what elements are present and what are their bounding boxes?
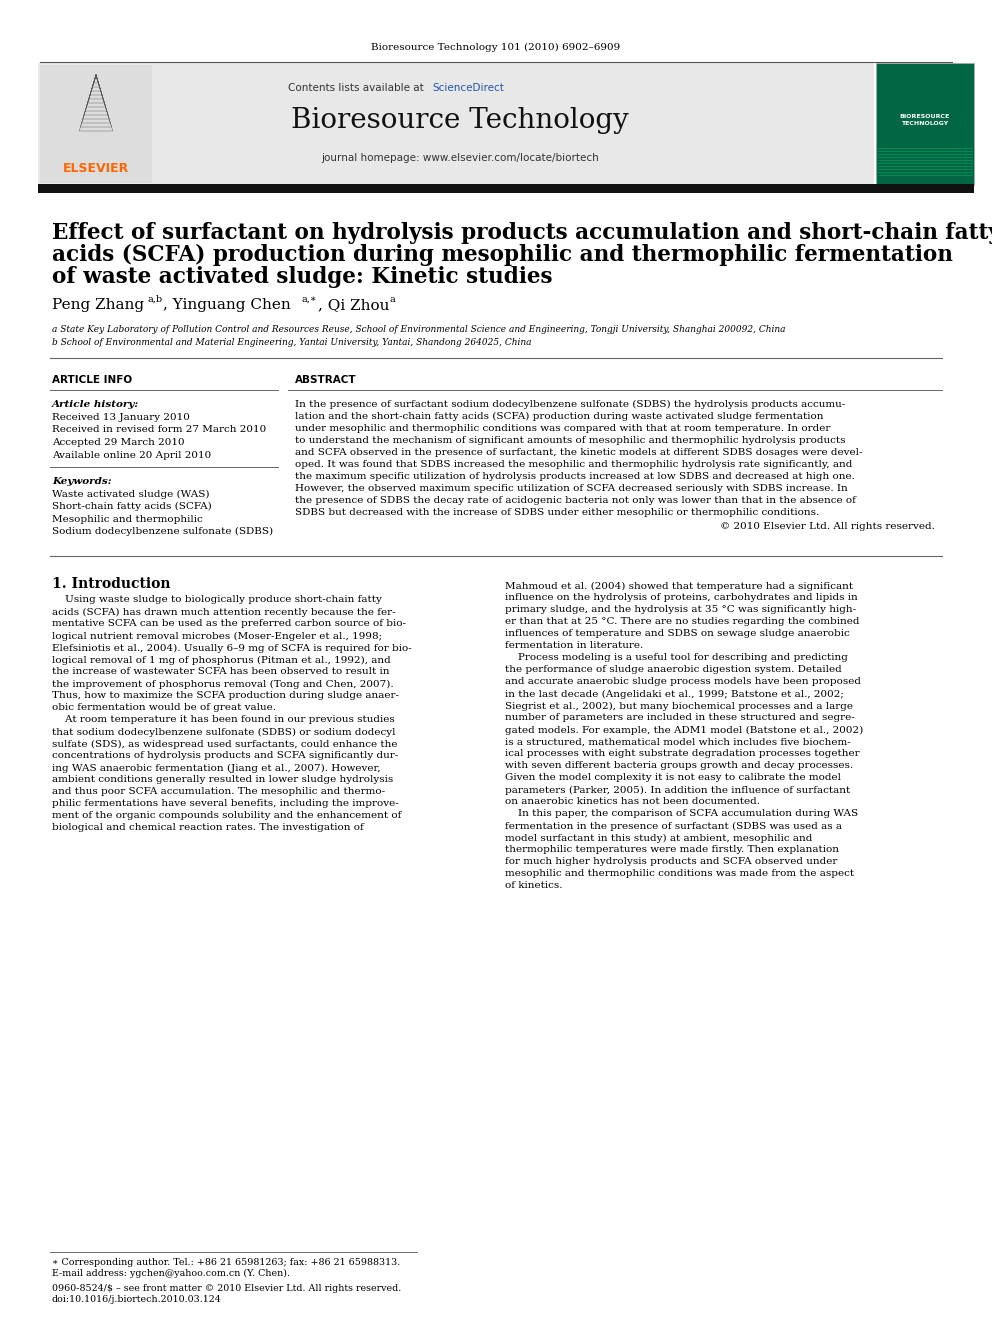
Text: and thus poor SCFA accumulation. The mesophilic and thermo-: and thus poor SCFA accumulation. The mes…	[52, 787, 385, 796]
Text: obic fermentation would be of great value.: obic fermentation would be of great valu…	[52, 704, 276, 713]
Text: Siegrist et al., 2002), but many biochemical processes and a large: Siegrist et al., 2002), but many biochem…	[505, 701, 853, 710]
Text: thermophilic temperatures were made firstly. Then explanation: thermophilic temperatures were made firs…	[505, 845, 839, 855]
Text: ing WAS anaerobic fermentation (Jiang et al., 2007). However,: ing WAS anaerobic fermentation (Jiang et…	[52, 763, 381, 773]
Text: biological and chemical reaction rates. The investigation of: biological and chemical reaction rates. …	[52, 823, 364, 832]
Text: parameters (Parker, 2005). In addition the influence of surfactant: parameters (Parker, 2005). In addition t…	[505, 786, 850, 795]
Text: ScienceDirect: ScienceDirect	[432, 83, 504, 93]
Text: logical removal of 1 mg of phosphorus (Pitman et al., 1992), and: logical removal of 1 mg of phosphorus (P…	[52, 655, 391, 664]
Text: ABSTRACT: ABSTRACT	[295, 374, 357, 385]
Text: Mesophilic and thermophilic: Mesophilic and thermophilic	[52, 515, 202, 524]
Text: oped. It was found that SDBS increased the mesophilic and thermophilic hydrolysi: oped. It was found that SDBS increased t…	[295, 460, 852, 468]
Text: a State Key Laboratory of Pollution Control and Resources Reuse, School of Envir: a State Key Laboratory of Pollution Cont…	[52, 325, 786, 333]
Text: to understand the mechanism of significant amounts of mesophilic and thermophili: to understand the mechanism of significa…	[295, 437, 845, 445]
Text: a,∗: a,∗	[301, 295, 316, 303]
Text: the increase of wastewater SCFA has been observed to result in: the increase of wastewater SCFA has been…	[52, 668, 390, 676]
Text: ambient conditions generally resulted in lower sludge hydrolysis: ambient conditions generally resulted in…	[52, 775, 393, 785]
Text: fermentation in the presence of surfactant (SDBS was used as a: fermentation in the presence of surfacta…	[505, 822, 842, 831]
Text: ical processes with eight substrate degradation processes together: ical processes with eight substrate degr…	[505, 750, 860, 758]
Text: Accepted 29 March 2010: Accepted 29 March 2010	[52, 438, 185, 447]
Text: the maximum specific utilization of hydrolysis products increased at low SDBS an: the maximum specific utilization of hydr…	[295, 472, 855, 482]
Text: Elefsiniotis et al., 2004). Usually 6–9 mg of SCFA is required for bio-: Elefsiniotis et al., 2004). Usually 6–9 …	[52, 643, 412, 652]
Text: mentative SCFA can be used as the preferred carbon source of bio-: mentative SCFA can be used as the prefer…	[52, 619, 406, 628]
Text: 1. Introduction: 1. Introduction	[52, 578, 171, 591]
Text: Given the model complexity it is not easy to calibrate the model: Given the model complexity it is not eas…	[505, 774, 841, 782]
Bar	[876, 64, 974, 185]
Text: Available online 20 April 2010: Available online 20 April 2010	[52, 451, 211, 459]
Text: in the last decade (Angelidaki et al., 1999; Batstone et al., 2002;: in the last decade (Angelidaki et al., 1…	[505, 689, 844, 699]
Text: on anaerobic kinetics has not been documented.: on anaerobic kinetics has not been docum…	[505, 798, 760, 807]
Text: ELSEVIER: ELSEVIER	[62, 161, 129, 175]
Text: Keywords:: Keywords:	[52, 478, 112, 486]
Text: Effect of surfactant on hydrolysis products accumulation and short-chain fatty: Effect of surfactant on hydrolysis produ…	[52, 222, 992, 243]
Text: of waste activated sludge: Kinetic studies: of waste activated sludge: Kinetic studi…	[52, 266, 553, 288]
Text: BIORESOURCE
TECHNOLOGY: BIORESOURCE TECHNOLOGY	[900, 114, 950, 126]
Text: journal homepage: www.elsevier.com/locate/biortech: journal homepage: www.elsevier.com/locat…	[321, 153, 599, 163]
Text: philic fermentations have several benefits, including the improve-: philic fermentations have several benefi…	[52, 799, 399, 808]
Text: , Qi Zhou: , Qi Zhou	[318, 298, 390, 312]
Text: er than that at 25 °C. There are no studies regarding the combined: er than that at 25 °C. There are no stud…	[505, 618, 859, 627]
Text: fermentation in literature.: fermentation in literature.	[505, 642, 643, 651]
Text: ment of the organic compounds solubility and the enhancement of: ment of the organic compounds solubility…	[52, 811, 402, 820]
Text: logical nutrient removal microbes (Moser-Engeler et al., 1998;: logical nutrient removal microbes (Moser…	[52, 631, 382, 640]
Text: SDBS but decreased with the increase of SDBS under either mesophilic or thermoph: SDBS but decreased with the increase of …	[295, 508, 819, 517]
Text: © 2010 Elsevier Ltd. All rights reserved.: © 2010 Elsevier Ltd. All rights reserved…	[720, 523, 935, 531]
Text: sulfate (SDS), as widespread used surfactants, could enhance the: sulfate (SDS), as widespread used surfac…	[52, 740, 398, 749]
Text: influences of temperature and SDBS on sewage sludge anaerobic: influences of temperature and SDBS on se…	[505, 630, 850, 639]
Text: model surfactant in this study) at ambient, mesophilic and: model surfactant in this study) at ambie…	[505, 833, 812, 843]
Text: doi:10.1016/j.biortech.2010.03.124: doi:10.1016/j.biortech.2010.03.124	[52, 1295, 222, 1304]
Text: In this paper, the comparison of SCFA accumulation during WAS: In this paper, the comparison of SCFA ac…	[505, 810, 858, 819]
Text: and SCFA observed in the presence of surfactant, the kinetic models at different: and SCFA observed in the presence of sur…	[295, 448, 862, 456]
Text: Received in revised form 27 March 2010: Received in revised form 27 March 2010	[52, 426, 266, 434]
Text: gated models. For example, the ADM1 model (Batstone et al., 2002): gated models. For example, the ADM1 mode…	[505, 725, 863, 734]
Text: 0960-8524/$ – see front matter © 2010 Elsevier Ltd. All rights reserved.: 0960-8524/$ – see front matter © 2010 El…	[52, 1285, 401, 1293]
Text: concentrations of hydrolysis products and SCFA significantly dur-: concentrations of hydrolysis products an…	[52, 751, 398, 761]
Text: of kinetics.: of kinetics.	[505, 881, 562, 890]
Text: Bioresource Technology: Bioresource Technology	[291, 106, 629, 134]
Text: E-mail address: ygchen@yahoo.com.cn (Y. Chen).: E-mail address: ygchen@yahoo.com.cn (Y. …	[52, 1269, 290, 1278]
Text: In the presence of surfactant sodium dodecylbenzene sulfonate (SDBS) the hydroly: In the presence of surfactant sodium dod…	[295, 400, 845, 409]
Text: under mesophilic and thermophilic conditions was compared with that at room temp: under mesophilic and thermophilic condit…	[295, 423, 830, 433]
Text: for much higher hydrolysis products and SCFA observed under: for much higher hydrolysis products and …	[505, 857, 837, 867]
Text: a,b: a,b	[148, 295, 163, 303]
Text: that sodium dodecylbenzene sulfonate (SDBS) or sodium dodecyl: that sodium dodecylbenzene sulfonate (SD…	[52, 728, 396, 737]
Text: the performance of sludge anaerobic digestion system. Detailed: the performance of sludge anaerobic dige…	[505, 665, 842, 675]
Text: Using waste sludge to biologically produce short-chain fatty: Using waste sludge to biologically produ…	[52, 595, 382, 605]
Text: , Yinguang Chen: , Yinguang Chen	[163, 298, 291, 312]
Text: acids (SCFA) production during mesophilic and thermophilic fermentation: acids (SCFA) production during mesophili…	[52, 243, 953, 266]
Text: Process modeling is a useful tool for describing and predicting: Process modeling is a useful tool for de…	[505, 654, 848, 663]
Text: Sodium dodecylbenzene sulfonate (SDBS): Sodium dodecylbenzene sulfonate (SDBS)	[52, 527, 273, 536]
Text: Article history:: Article history:	[52, 400, 139, 409]
Text: Received 13 January 2010: Received 13 January 2010	[52, 413, 189, 422]
Text: mesophilic and thermophilic conditions was made from the aspect: mesophilic and thermophilic conditions w…	[505, 869, 854, 878]
Text: At room temperature it has been found in our previous studies: At room temperature it has been found in…	[52, 716, 395, 725]
Text: Thus, how to maximize the SCFA production during sludge anaer-: Thus, how to maximize the SCFA productio…	[52, 692, 399, 700]
Text: the presence of SDBS the decay rate of acidogenic bacteria not only was lower th: the presence of SDBS the decay rate of a…	[295, 496, 856, 505]
Text: a: a	[389, 295, 395, 303]
Text: Mahmoud et al. (2004) showed that temperature had a significant: Mahmoud et al. (2004) showed that temper…	[505, 582, 853, 590]
Bar	[38, 184, 974, 193]
Text: Peng Zhang: Peng Zhang	[52, 298, 144, 312]
Text: number of parameters are included in these structured and segre-: number of parameters are included in the…	[505, 713, 855, 722]
Text: Waste activated sludge (WAS): Waste activated sludge (WAS)	[52, 490, 209, 499]
Text: ∗ Corresponding author. Tel.: +86 21 65981263; fax: +86 21 65988313.: ∗ Corresponding author. Tel.: +86 21 659…	[52, 1258, 400, 1267]
Text: with seven different bacteria groups growth and decay processes.: with seven different bacteria groups gro…	[505, 762, 853, 770]
Text: ARTICLE INFO: ARTICLE INFO	[52, 374, 132, 385]
Text: Bioresource Technology 101 (2010) 6902–6909: Bioresource Technology 101 (2010) 6902–6…	[371, 42, 621, 52]
Text: lation and the short-chain fatty acids (SCFA) production during waste activated : lation and the short-chain fatty acids (…	[295, 411, 823, 421]
Text: and accurate anaerobic sludge process models have been proposed: and accurate anaerobic sludge process mo…	[505, 677, 861, 687]
Text: Short-chain fatty acids (SCFA): Short-chain fatty acids (SCFA)	[52, 501, 211, 511]
Bar	[38, 64, 874, 185]
Text: b School of Environmental and Material Engineering, Yantai University, Yantai, S: b School of Environmental and Material E…	[52, 337, 532, 347]
Text: is a structured, mathematical model which includes five biochem-: is a structured, mathematical model whic…	[505, 737, 851, 746]
Text: primary sludge, and the hydrolysis at 35 °C was significantly high-: primary sludge, and the hydrolysis at 35…	[505, 606, 856, 614]
Text: Contents lists available at: Contents lists available at	[288, 83, 430, 93]
Text: However, the observed maximum specific utilization of SCFA decreased seriously w: However, the observed maximum specific u…	[295, 484, 848, 493]
Text: acids (SCFA) has drawn much attention recently because the fer-: acids (SCFA) has drawn much attention re…	[52, 607, 396, 617]
Bar	[40, 65, 152, 183]
Text: influence on the hydrolysis of proteins, carbohydrates and lipids in: influence on the hydrolysis of proteins,…	[505, 594, 858, 602]
Text: the improvement of phosphorus removal (Tong and Chen, 2007).: the improvement of phosphorus removal (T…	[52, 680, 394, 689]
